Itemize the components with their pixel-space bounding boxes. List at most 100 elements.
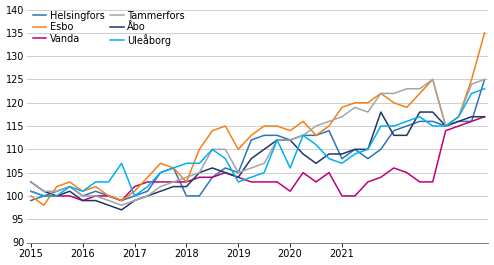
Åbo [54, 194, 60, 197]
Uleåborg [106, 180, 112, 184]
Vanda [145, 180, 151, 184]
Åbo [352, 148, 358, 151]
Esbo [455, 115, 461, 118]
Esbo [131, 190, 137, 193]
Helsingfors [404, 125, 410, 128]
Åbo [274, 138, 280, 142]
Åbo [365, 148, 371, 151]
Vanda [235, 176, 241, 179]
Uleåborg [28, 190, 34, 193]
Uleåborg [300, 134, 306, 137]
Vanda [170, 180, 176, 184]
Åbo [248, 157, 254, 160]
Esbo [326, 125, 332, 128]
Åbo [326, 152, 332, 156]
Tammerfors [378, 92, 384, 95]
Tammerfors [339, 115, 345, 118]
Uleåborg [443, 125, 449, 128]
Helsingfors [235, 171, 241, 174]
Uleåborg [365, 148, 371, 151]
Esbo [80, 190, 85, 193]
Uleåborg [482, 87, 488, 90]
Åbo [235, 176, 241, 179]
Esbo [469, 78, 475, 81]
Esbo [209, 129, 215, 132]
Vanda [54, 194, 60, 197]
Uleåborg [235, 180, 241, 184]
Tammerfors [469, 82, 475, 86]
Line: Esbo: Esbo [31, 33, 485, 205]
Uleåborg [404, 120, 410, 123]
Helsingfors [54, 190, 60, 193]
Uleåborg [158, 171, 164, 174]
Vanda [313, 180, 319, 184]
Tammerfors [158, 185, 164, 188]
Tammerfors [131, 199, 137, 202]
Tammerfors [352, 106, 358, 109]
Vanda [131, 185, 137, 188]
Åbo [404, 134, 410, 137]
Åbo [28, 180, 34, 184]
Esbo [158, 162, 164, 165]
Tammerfors [300, 134, 306, 137]
Tammerfors [455, 115, 461, 118]
Tammerfors [326, 120, 332, 123]
Vanda [93, 194, 99, 197]
Esbo [235, 148, 241, 151]
Vanda [209, 176, 215, 179]
Vanda [326, 171, 332, 174]
Tammerfors [313, 125, 319, 128]
Helsingfors [93, 190, 99, 193]
Esbo [261, 125, 267, 128]
Vanda [391, 166, 397, 170]
Helsingfors [417, 120, 423, 123]
Åbo [300, 152, 306, 156]
Tammerfors [41, 190, 47, 193]
Tammerfors [28, 180, 34, 184]
Helsingfors [197, 194, 203, 197]
Helsingfors [183, 194, 189, 197]
Tammerfors [197, 171, 203, 174]
Helsingfors [313, 134, 319, 137]
Tammerfors [54, 190, 60, 193]
Uleåborg [41, 194, 47, 197]
Vanda [404, 171, 410, 174]
Tammerfors [170, 180, 176, 184]
Esbo [404, 106, 410, 109]
Vanda [158, 180, 164, 184]
Tammerfors [274, 138, 280, 142]
Esbo [106, 194, 112, 197]
Uleåborg [222, 157, 228, 160]
Uleåborg [145, 185, 151, 188]
Helsingfors [261, 134, 267, 137]
Helsingfors [119, 199, 124, 202]
Uleåborg [119, 162, 124, 165]
Uleåborg [183, 162, 189, 165]
Åbo [106, 204, 112, 207]
Helsingfors [378, 148, 384, 151]
Esbo [67, 180, 73, 184]
Åbo [145, 194, 151, 197]
Helsingfors [300, 134, 306, 137]
Åbo [313, 162, 319, 165]
Åbo [378, 111, 384, 114]
Tammerfors [404, 87, 410, 90]
Åbo [158, 190, 164, 193]
Esbo [300, 120, 306, 123]
Tammerfors [106, 199, 112, 202]
Esbo [274, 125, 280, 128]
Tammerfors [80, 194, 85, 197]
Vanda [41, 194, 47, 197]
Helsingfors [365, 157, 371, 160]
Esbo [170, 166, 176, 170]
Helsingfors [41, 194, 47, 197]
Uleåborg [274, 138, 280, 142]
Helsingfors [274, 134, 280, 137]
Esbo [365, 101, 371, 104]
Esbo [248, 134, 254, 137]
Uleåborg [469, 92, 475, 95]
Vanda [378, 176, 384, 179]
Esbo [197, 148, 203, 151]
Line: Helsingfors: Helsingfors [31, 80, 485, 201]
Uleåborg [261, 171, 267, 174]
